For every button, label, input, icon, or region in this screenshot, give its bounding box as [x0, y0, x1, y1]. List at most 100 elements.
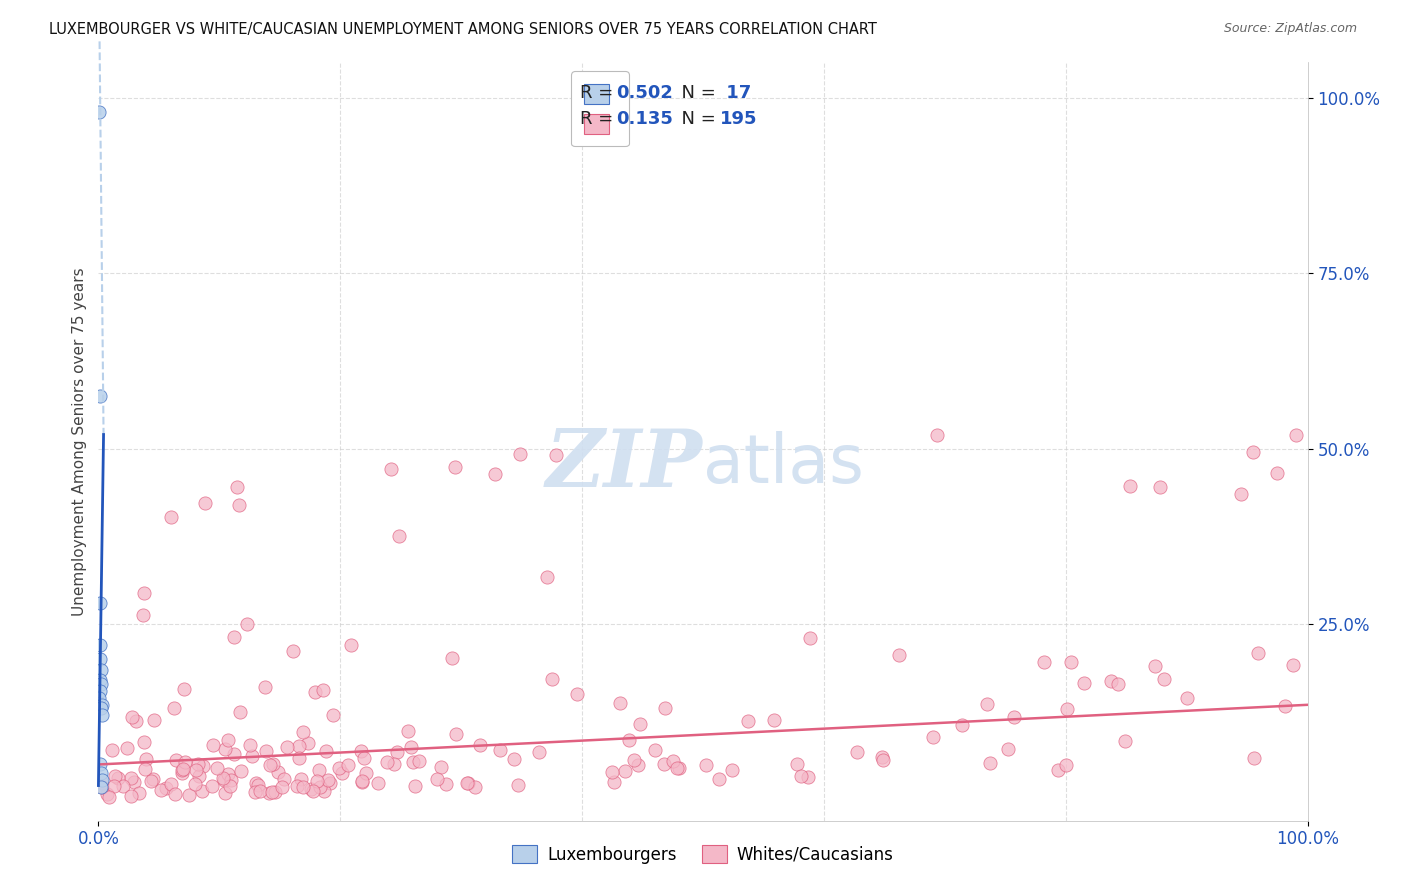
Point — [308, 763, 330, 777]
Point — [429, 760, 451, 774]
Point — [155, 780, 177, 795]
Point — [489, 743, 512, 757]
Point — [922, 731, 945, 745]
Point — [96, 787, 118, 801]
Point — [1247, 647, 1270, 661]
Point — [1175, 691, 1198, 706]
Point — [111, 779, 134, 793]
Point — [163, 701, 186, 715]
Point — [426, 772, 449, 786]
Point — [87, 104, 110, 119]
Point — [165, 753, 187, 767]
Point — [187, 757, 209, 772]
Text: Source: ZipAtlas.com: Source: ZipAtlas.com — [1223, 22, 1357, 36]
Point — [253, 680, 276, 694]
Point — [135, 752, 157, 766]
Point — [308, 780, 330, 795]
Point — [173, 682, 195, 697]
Point — [89, 673, 111, 688]
Point — [226, 480, 249, 494]
Point — [229, 706, 252, 720]
Point — [259, 758, 281, 772]
Point — [121, 709, 143, 723]
Point — [623, 753, 645, 767]
Point — [1002, 710, 1025, 724]
Point — [609, 696, 631, 710]
Point — [90, 765, 112, 780]
Point — [401, 740, 423, 755]
Point — [434, 777, 457, 791]
Point — [101, 743, 124, 757]
Point — [283, 644, 305, 658]
Point — [997, 741, 1019, 756]
Point — [976, 698, 998, 712]
Point — [536, 570, 558, 584]
Point — [245, 785, 267, 799]
Point — [652, 756, 675, 771]
Point — [212, 771, 235, 785]
Point — [1267, 466, 1289, 480]
Point — [695, 758, 717, 772]
Point — [90, 780, 112, 794]
Legend: , : , — [571, 71, 628, 146]
Point — [602, 764, 624, 779]
Point — [1119, 478, 1142, 492]
Point — [380, 462, 402, 476]
Point — [163, 787, 186, 801]
Point — [285, 779, 308, 793]
Point — [661, 754, 683, 768]
Point — [544, 448, 567, 462]
Point — [115, 741, 138, 756]
Point — [91, 708, 114, 723]
Y-axis label: Unemployment Among Seniors over 75 years: Unemployment Among Seniors over 75 years — [72, 268, 87, 615]
Point — [1056, 702, 1078, 716]
Point — [350, 744, 373, 758]
Point — [1114, 734, 1136, 748]
Point — [89, 596, 111, 610]
Point — [107, 771, 129, 785]
Point — [319, 776, 342, 790]
Point — [132, 607, 155, 622]
Point — [396, 724, 419, 739]
Text: 0.135: 0.135 — [616, 111, 673, 128]
Point — [456, 776, 478, 790]
Point — [1107, 677, 1129, 691]
Point — [315, 744, 337, 758]
Point — [602, 774, 624, 789]
Point — [1054, 758, 1077, 772]
Point — [177, 788, 200, 802]
Point — [617, 733, 640, 747]
Point — [159, 777, 181, 791]
Point — [214, 772, 236, 787]
Point — [786, 756, 808, 771]
Point — [97, 790, 120, 805]
Point — [160, 510, 183, 524]
Point — [468, 738, 491, 752]
Text: R =: R = — [579, 84, 619, 102]
Point — [665, 761, 688, 775]
Point — [239, 738, 262, 752]
Point — [89, 757, 111, 772]
Point — [353, 751, 375, 765]
Point — [89, 652, 111, 666]
Point — [91, 776, 114, 790]
Point — [217, 767, 239, 781]
Point — [330, 765, 353, 780]
Point — [388, 529, 411, 543]
Point — [190, 784, 212, 798]
Point — [134, 735, 156, 749]
Point — [614, 764, 637, 778]
Point — [950, 718, 973, 732]
Point — [484, 467, 506, 481]
Point — [979, 756, 1001, 770]
Point — [91, 772, 114, 787]
Point — [402, 755, 425, 769]
Point — [194, 496, 217, 510]
Point — [644, 743, 666, 757]
Point — [149, 783, 172, 797]
Point — [218, 779, 240, 793]
Point — [170, 763, 193, 777]
Point — [444, 726, 467, 740]
Point — [240, 749, 263, 764]
Point — [184, 763, 207, 777]
